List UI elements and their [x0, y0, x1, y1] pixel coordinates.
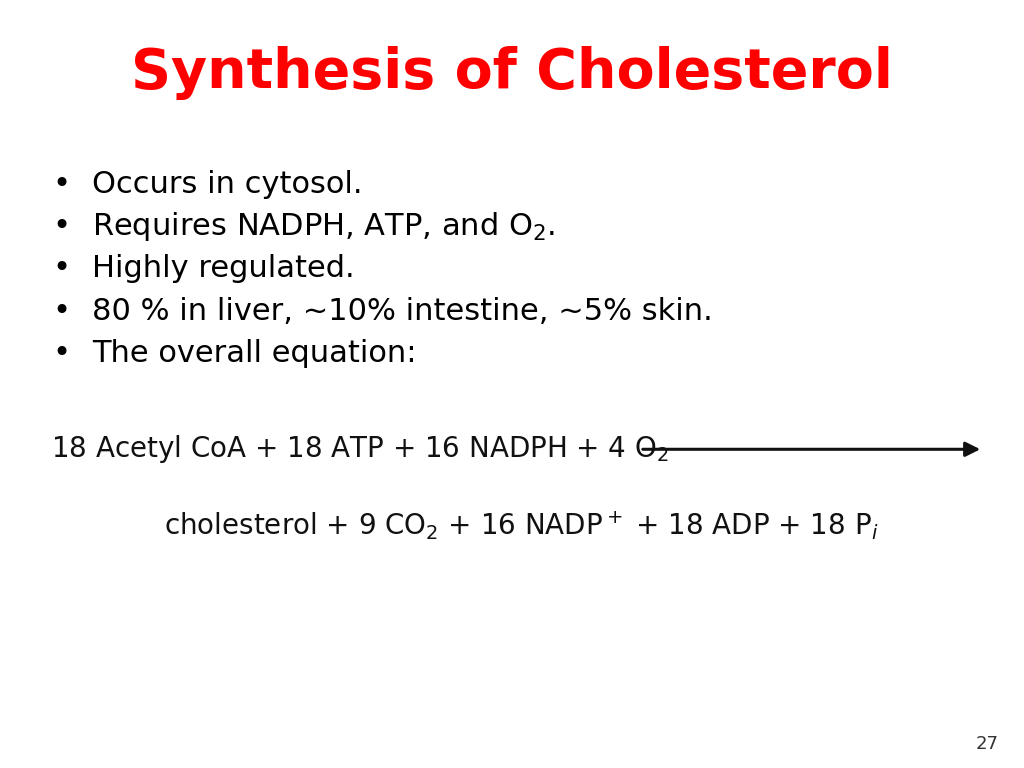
Text: Synthesis of Cholesterol: Synthesis of Cholesterol	[131, 46, 893, 100]
Text: Occurs in cytosol.: Occurs in cytosol.	[92, 170, 362, 199]
Text: cholesterol + 9 CO$_2$ + 16 NADP$^+$ + 18 ADP + 18 P$_i$: cholesterol + 9 CO$_2$ + 16 NADP$^+$ + 1…	[164, 510, 879, 542]
Text: •: •	[52, 296, 71, 326]
Text: •: •	[52, 212, 71, 241]
Text: Requires NADPH, ATP, and O$_2$.: Requires NADPH, ATP, and O$_2$.	[92, 210, 556, 243]
Text: The overall equation:: The overall equation:	[92, 339, 417, 368]
Text: •: •	[52, 170, 71, 199]
Text: 27: 27	[976, 735, 998, 753]
Text: Highly regulated.: Highly regulated.	[92, 254, 354, 283]
Text: 18 Acetyl CoA + 18 ATP + 16 NADPH + 4 O$_2$: 18 Acetyl CoA + 18 ATP + 16 NADPH + 4 O$…	[51, 433, 669, 465]
Text: 80 % in liver, ~10% intestine, ~5% skin.: 80 % in liver, ~10% intestine, ~5% skin.	[92, 296, 713, 326]
Text: •: •	[52, 339, 71, 368]
Text: •: •	[52, 254, 71, 283]
